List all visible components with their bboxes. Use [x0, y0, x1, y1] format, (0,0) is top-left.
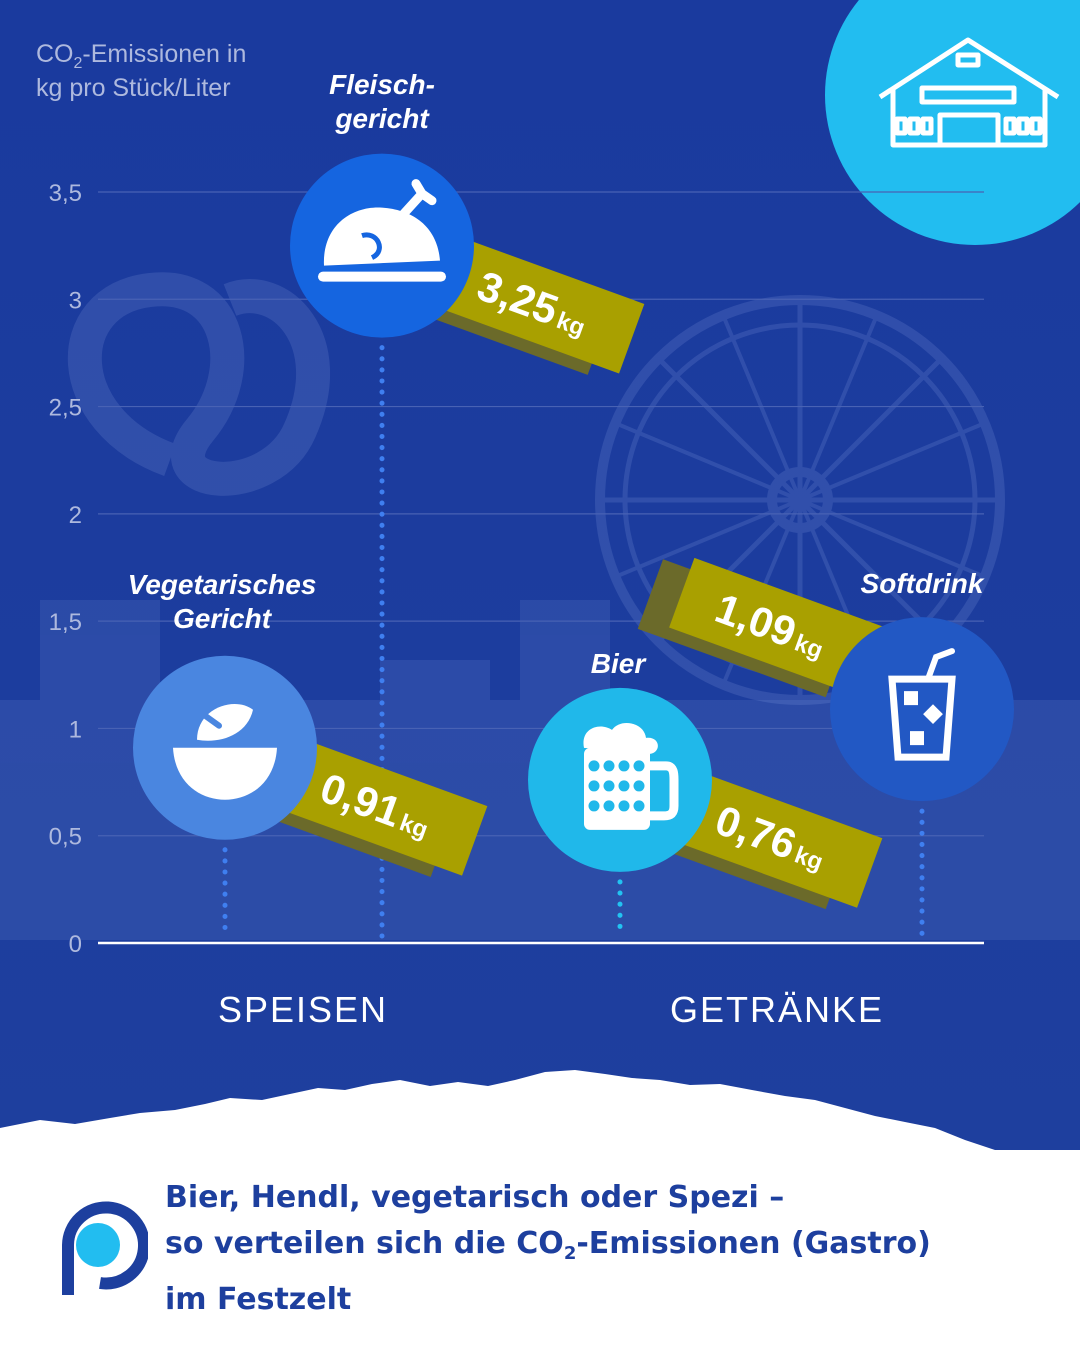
stems-layer	[222, 345, 925, 940]
y-tick-label: 1,5	[49, 609, 82, 636]
marker-circles	[133, 153, 1014, 872]
marker-vegetarian	[133, 655, 317, 840]
corner-badge	[825, 0, 1080, 245]
y-tick-labels: 0 0,5 1 1,5 2 2,5 3 3,5	[49, 180, 82, 958]
value-tag-band	[274, 737, 488, 876]
y-tick-label: 3,5	[49, 180, 82, 207]
marker-softdrink	[830, 617, 1014, 802]
footer-line-2-post: -Emissionen (Gastro)	[576, 1226, 931, 1261]
item-labels: Vegetarisches Gericht Fleisch-gericht Bier S…	[128, 69, 985, 679]
value-tag-softdrink: 1,09kg	[637, 557, 883, 698]
group-label-getraenke: GETRÄNKE	[670, 989, 884, 1030]
footer-line-2-sub: 2	[563, 1243, 577, 1264]
group-label-speisen: SPEISEN	[218, 989, 388, 1030]
y-tick-label: 1	[69, 716, 82, 743]
footer-line-2-pre: so verteilen sich die CO	[165, 1226, 564, 1261]
brand-logo-icon	[62, 1201, 148, 1295]
value-tag-band	[669, 769, 883, 908]
y-tick-label: 3	[69, 287, 82, 314]
y-tick-label: 2,5	[49, 395, 82, 422]
marker-circle	[830, 617, 1014, 802]
y-tick-label: 0	[69, 931, 82, 958]
marker-beer	[528, 687, 712, 872]
y-axis-title-sub: 2	[74, 55, 83, 72]
footer-line-2: so verteilen sich die CO2-Emissionen (Ga…	[165, 1221, 1045, 1277]
footer-title: Bier, Hendl, vegetarisch oder Spezi – so…	[165, 1175, 1045, 1323]
item-label-vegetarian: Vegetarisches Gericht	[128, 569, 317, 634]
y-axis-title-pre: CO	[36, 40, 74, 68]
y-axis-title: CO2-Emissionen in	[36, 40, 246, 72]
roast-chicken-icon	[318, 179, 446, 282]
value-tag-band	[669, 557, 883, 696]
y-tick-label: 2	[69, 502, 82, 529]
item-label-beer: Bier	[591, 648, 648, 679]
pretzel-icon	[67, 272, 330, 496]
value-tag-band	[431, 235, 645, 374]
footer-line-3: im Festzelt	[165, 1282, 352, 1317]
item-label-softdrink: Softdrink	[861, 568, 985, 599]
item-label-meat: Fleisch-gericht	[329, 69, 435, 134]
y-tick-label: 0,5	[49, 824, 82, 851]
beer-mug-icon	[583, 722, 679, 830]
torn-paper-edge	[0, 1070, 1080, 1350]
y-axis-title-post: -Emissionen in	[82, 40, 246, 68]
beer-tent-icon	[878, 37, 1060, 148]
footer-line-1: Bier, Hendl, vegetarisch oder Spezi –	[165, 1180, 785, 1215]
y-axis-title-line2: kg pro Stück/Liter	[36, 74, 231, 102]
salad-bowl-icon	[173, 699, 277, 800]
marker-meat	[290, 153, 474, 338]
